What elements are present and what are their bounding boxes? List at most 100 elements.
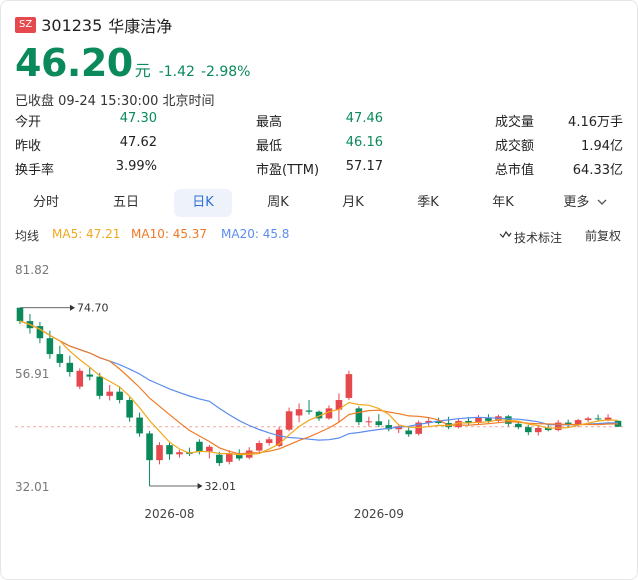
stat-value: 3.99% — [115, 159, 157, 174]
stats-grid: 今开 47.30 最高 47.46 成交量 4.16万手 昨收 47.62 最低… — [15, 108, 627, 180]
tab-weekly-k[interactable]: 周K — [267, 195, 289, 210]
price-change: -1.42 — [158, 64, 195, 80]
stat-value: 47.30 — [119, 111, 157, 126]
candle-body — [146, 433, 153, 461]
candle-body — [315, 411, 323, 419]
min-price-label: 32.01 — [205, 480, 237, 493]
candle-body — [465, 420, 472, 423]
candle-body — [515, 423, 522, 428]
candle-body — [305, 410, 313, 412]
stat-label: 最高 — [256, 115, 283, 130]
stat-label: 昨收 — [15, 139, 42, 154]
stat-label: 成交量 — [495, 115, 535, 130]
y-tick-label: 32.01 — [15, 480, 49, 494]
candle-body — [435, 420, 442, 423]
candle-body — [415, 422, 422, 434]
candle-body — [485, 417, 492, 421]
candle-body — [574, 420, 582, 426]
candle-body — [265, 439, 273, 444]
candle-body — [554, 422, 562, 431]
candle-body — [66, 362, 74, 373]
candle-body — [455, 420, 462, 428]
candle-body — [325, 408, 333, 419]
stat-label: 市盈(TTM) — [256, 163, 320, 178]
candle-body — [365, 421, 373, 423]
stats-row: 换手率 3.99% 市盈(TTM) 57.17 总市值 64.33亿 — [15, 156, 627, 180]
candle-body — [345, 374, 353, 398]
ma20-line — [19, 320, 619, 441]
price-row: 46.20 元 -1.42 -2.98% — [15, 41, 250, 85]
candle-body — [395, 426, 403, 430]
tech-annotation-toggle[interactable]: 技术标注 — [499, 227, 562, 245]
stat-label: 今开 — [15, 115, 42, 130]
y-tick-label: 81.82 — [15, 263, 49, 277]
candle-body — [375, 421, 383, 426]
tab-more[interactable]: 更多 — [547, 189, 623, 217]
candle-body — [126, 400, 133, 418]
candle-body — [106, 391, 113, 396]
tab-intraday[interactable]: 分时 — [32, 195, 59, 210]
tab-monthly-k[interactable]: 月K — [342, 195, 364, 210]
stat-value: 47.46 — [345, 111, 383, 126]
candle-body — [534, 427, 542, 433]
stats-row: 昨收 47.62 最低 46.16 成交额 1.94亿 — [15, 132, 627, 156]
market-status: 已收盘 09-24 15:30:00 北京时间 — [15, 94, 215, 109]
candle-body — [116, 391, 123, 401]
stat-value: 64.33亿 — [572, 163, 623, 178]
stat-value: 46.16 — [345, 135, 383, 150]
stats-row: 今开 47.30 最高 47.46 成交量 4.16万手 — [15, 108, 627, 132]
x-tick-label: 2026-08 — [144, 507, 194, 521]
candle-body — [275, 429, 283, 446]
candle-body — [525, 427, 532, 433]
y-tick-label: 56.91 — [15, 367, 49, 381]
candle-body — [604, 417, 612, 420]
candle-body — [196, 441, 203, 452]
tab-more-label: 更多 — [563, 195, 590, 210]
chart-wave-icon — [499, 230, 512, 238]
max-price-label: 74.70 — [77, 302, 109, 315]
candle-body — [385, 425, 393, 430]
price-change-pct: -2.98% — [200, 64, 251, 80]
ma-label: 均线 — [15, 229, 40, 243]
kline-chart: 81.82 56.91 32.01 74.70 32.01 2026-08 2026-09 — [15, 263, 623, 521]
stat-value: 57.17 — [345, 159, 383, 174]
period-tabs: 分时 五日 日K 周K 月K 季K 年K 更多 — [11, 187, 623, 219]
candle-body — [166, 445, 173, 455]
candle-body — [295, 409, 303, 416]
candle-body — [136, 417, 143, 434]
max-pointer-arrow — [69, 304, 75, 311]
ma-legend: 均线 MA5: 47.21 MA10: 45.37 MA20: 45.8 技术标… — [15, 225, 627, 245]
ma5-line — [19, 320, 619, 456]
tab-five-day[interactable]: 五日 — [112, 195, 139, 210]
tab-daily-k[interactable]: 日K — [174, 189, 232, 217]
candle-body — [86, 374, 94, 377]
candle-body — [355, 408, 363, 423]
candle-body — [176, 452, 183, 455]
candle-body — [56, 354, 64, 363]
candle-body — [475, 417, 482, 423]
candle-body — [16, 307, 24, 322]
stat-label: 换手率 — [15, 163, 55, 178]
candle-body — [46, 338, 54, 355]
stock-code: 301235 — [41, 15, 103, 35]
candle-body — [255, 443, 263, 451]
candle-body — [235, 454, 243, 459]
stat-value: 47.62 — [119, 135, 157, 150]
ma5-value: MA5: 47.21 — [52, 227, 121, 241]
candle-body — [96, 376, 104, 396]
candle-body — [405, 430, 412, 435]
candle-body — [594, 418, 602, 420]
tab-yearly-k[interactable]: 年K — [492, 195, 514, 210]
stat-label: 最低 — [256, 139, 283, 154]
candle-body — [584, 418, 592, 421]
candle-body — [76, 370, 84, 387]
candle-body — [544, 427, 552, 431]
candle-body — [425, 420, 432, 423]
ma10-line — [19, 320, 619, 455]
min-pointer-arrow — [197, 483, 203, 489]
stat-value: 4.16万手 — [568, 115, 623, 130]
adjust-toggle[interactable]: 前复权 — [585, 229, 622, 243]
stock-name: 华康洁净 — [108, 17, 173, 36]
tab-quarterly-k[interactable]: 季K — [417, 195, 439, 210]
price-unit: 元 — [134, 61, 151, 80]
